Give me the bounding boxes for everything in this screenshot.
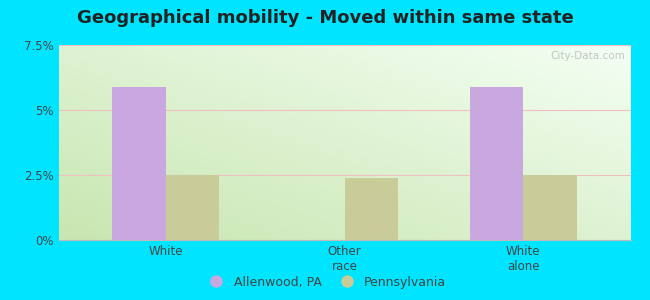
- Bar: [344, 178, 398, 240]
- Text: Geographical mobility - Moved within same state: Geographical mobility - Moved within sam…: [77, 9, 573, 27]
- Text: City-Data.com: City-Data.com: [550, 51, 625, 61]
- Bar: [470, 87, 523, 240]
- Legend: Allenwood, PA, Pennsylvania: Allenwood, PA, Pennsylvania: [199, 271, 451, 294]
- Bar: [166, 175, 220, 240]
- Bar: [523, 175, 577, 240]
- Bar: [112, 87, 166, 240]
